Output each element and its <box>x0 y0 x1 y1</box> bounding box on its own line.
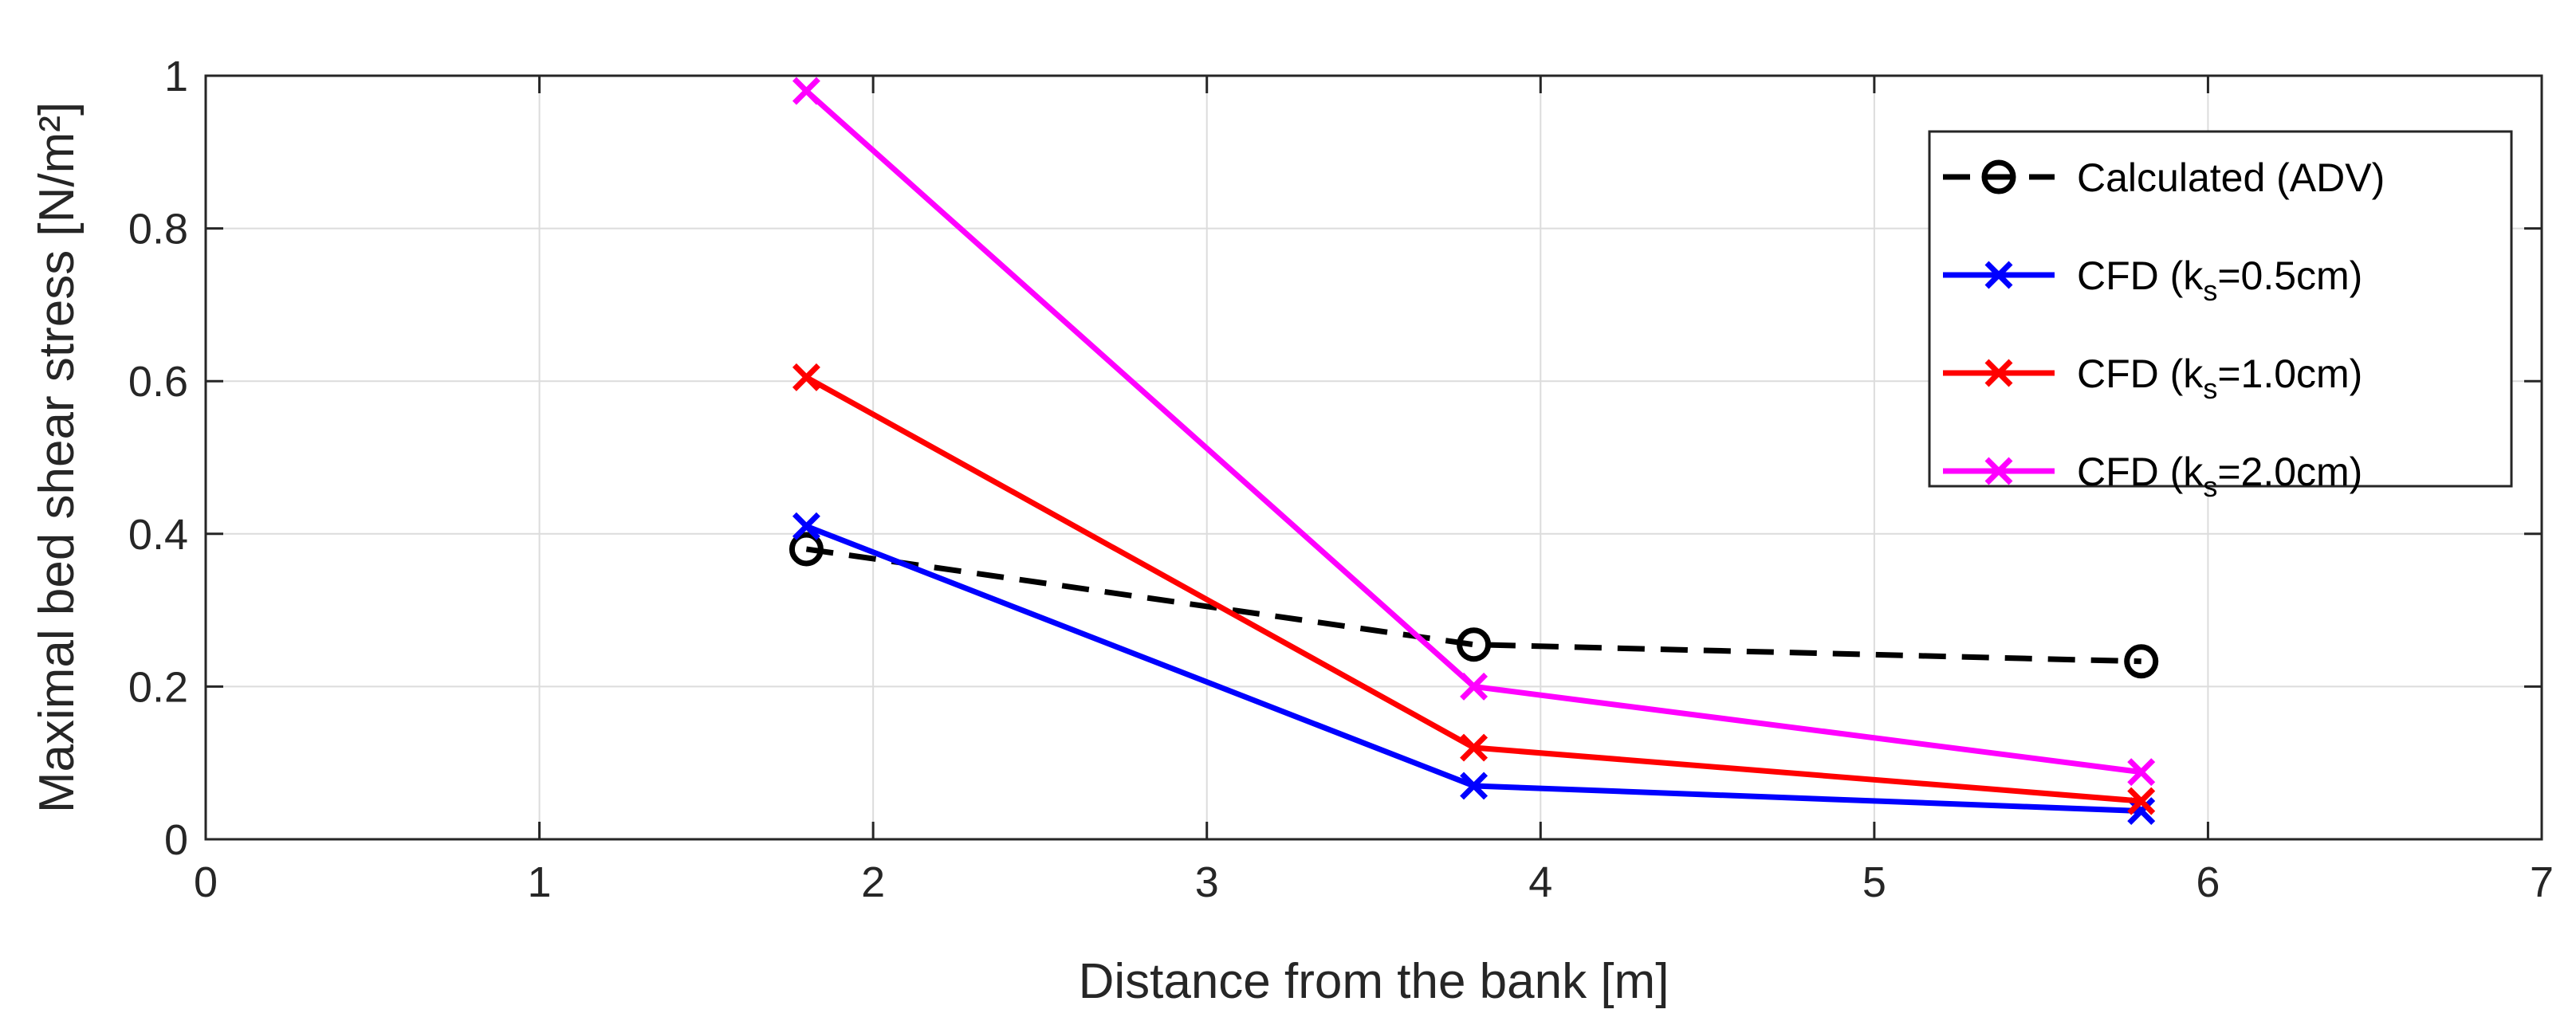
legend-marker <box>1984 359 2013 387</box>
data-point <box>792 363 820 391</box>
data-point <box>1460 733 1489 762</box>
x-tick-label: 0 <box>194 858 218 906</box>
legend-label-main: CFD (k <box>2077 253 2204 298</box>
x-tick-label: 6 <box>2196 858 2220 906</box>
series-0 <box>789 532 2159 679</box>
y-tick-label: 0.8 <box>128 206 188 253</box>
legend-label: Calculated (ADV) <box>2077 155 2385 200</box>
data-point <box>2124 644 2159 679</box>
legend-label-tail: =0.5cm) <box>2217 253 2362 298</box>
plot-frame <box>204 74 2543 841</box>
data-point <box>1460 672 1489 701</box>
x-tick-label: 4 <box>1528 858 1552 906</box>
x-tick-label: 1 <box>528 858 552 906</box>
y-axis-label: Maximal bed shear stress [N/m²] <box>29 102 85 813</box>
data-point <box>792 512 820 540</box>
legend-label-main: CFD (k <box>2077 351 2204 396</box>
legend-item: CFD (ks=1.0cm) <box>1943 351 2362 405</box>
legend-label: CFD (ks=1.0cm) <box>2077 351 2362 405</box>
legend-box <box>1928 130 2513 488</box>
legend-label: CFD (ks=0.5cm) <box>2077 253 2362 307</box>
y-tick-label: 0.4 <box>128 511 188 559</box>
data-point <box>789 532 824 567</box>
legend-label-tail: =1.0cm) <box>2217 351 2362 396</box>
legend-label: CFD (ks=2.0cm) <box>2077 450 2362 503</box>
y-tick-label: 0.2 <box>128 663 188 711</box>
legend-label-sub: s <box>2203 274 2217 307</box>
legend-item: Calculated (ADV) <box>1943 155 2385 200</box>
series-line <box>805 546 2141 665</box>
x-axis-label: Distance from the bank [m] <box>1079 954 1669 1009</box>
x-tick-label: 2 <box>861 858 885 906</box>
legend-label-tail: =2.0cm) <box>2217 450 2362 494</box>
data-point <box>2127 787 2156 815</box>
data-point <box>792 77 820 105</box>
legend-marker <box>1984 457 2013 485</box>
x-tick-label: 5 <box>1862 858 1886 906</box>
y-tick-label: 1 <box>164 53 188 100</box>
y-tick-label: 0.6 <box>128 358 188 406</box>
legend-marker <box>1981 159 2016 194</box>
legend-label-sub: s <box>2203 470 2217 503</box>
series-2 <box>792 363 2156 815</box>
legend: Calculated (ADV)CFD (ks=0.5cm)CFD (ks=1.… <box>1928 130 2513 503</box>
series-3 <box>792 77 2156 787</box>
x-tick-label: 7 <box>2530 858 2554 906</box>
series-layer <box>789 77 2159 826</box>
legend-item: CFD (ks=0.5cm) <box>1943 253 2362 307</box>
legend-label-main: Calculated (ADV) <box>2077 155 2385 200</box>
data-point <box>1460 772 1489 800</box>
legend-label-main: CFD (k <box>2077 450 2204 494</box>
ticks <box>204 74 2543 841</box>
legend-label-sub: s <box>2203 372 2217 405</box>
legend-marker <box>1984 261 2013 289</box>
tick-labels: 0 1 2 3 4 5 6 7 0 0.2 0.4 0.6 0.8 1 <box>128 53 2554 906</box>
data-point <box>1457 627 1492 662</box>
data-point <box>2127 758 2156 787</box>
y-tick-label: 0 <box>164 816 188 864</box>
x-tick-label: 3 <box>1195 858 1219 906</box>
legend-item: CFD (ks=2.0cm) <box>1943 450 2362 503</box>
